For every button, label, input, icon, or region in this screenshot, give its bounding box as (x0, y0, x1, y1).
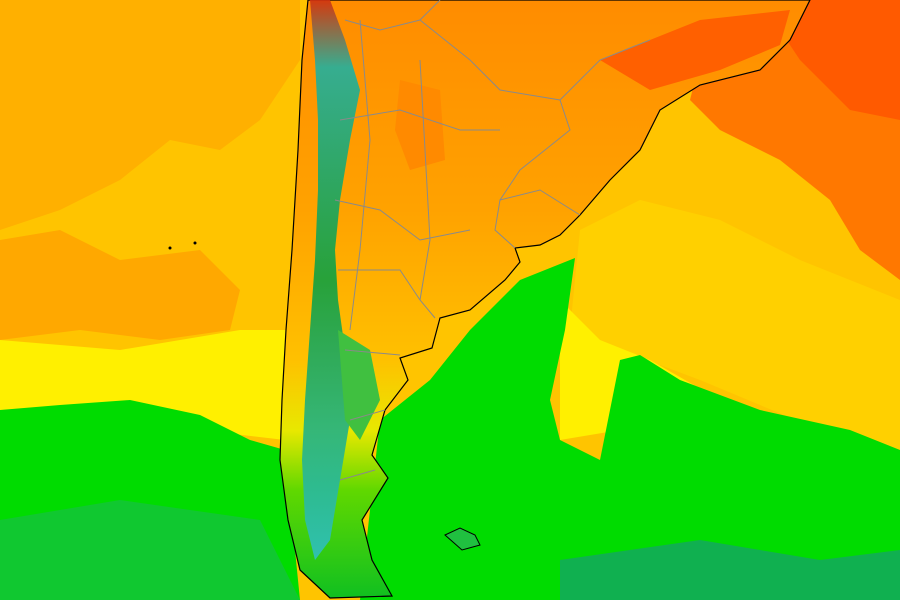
andes-foothills (338, 330, 380, 440)
islet (168, 246, 172, 250)
islet (193, 241, 197, 245)
ocean-cool-east (360, 258, 900, 600)
ocean-warm-patch (0, 230, 240, 340)
border (339, 109, 500, 131)
border (349, 19, 371, 331)
ocean-cold-south (560, 540, 900, 600)
border (559, 39, 651, 101)
island (444, 527, 481, 551)
ocean-cold-west (0, 500, 300, 600)
ocean-yellow-band (0, 330, 290, 440)
border (338, 269, 436, 319)
border (499, 189, 581, 216)
border (339, 469, 376, 481)
border (419, 59, 431, 301)
border (349, 409, 386, 421)
highland-hot (600, 10, 790, 90)
border (334, 199, 471, 241)
border (419, 19, 571, 249)
ocean-mild-east (570, 200, 900, 460)
borders (334, 0, 651, 481)
lowland-hot (395, 80, 445, 170)
border (344, 0, 441, 31)
border (344, 349, 401, 356)
ocean-warm-west (0, 0, 300, 230)
